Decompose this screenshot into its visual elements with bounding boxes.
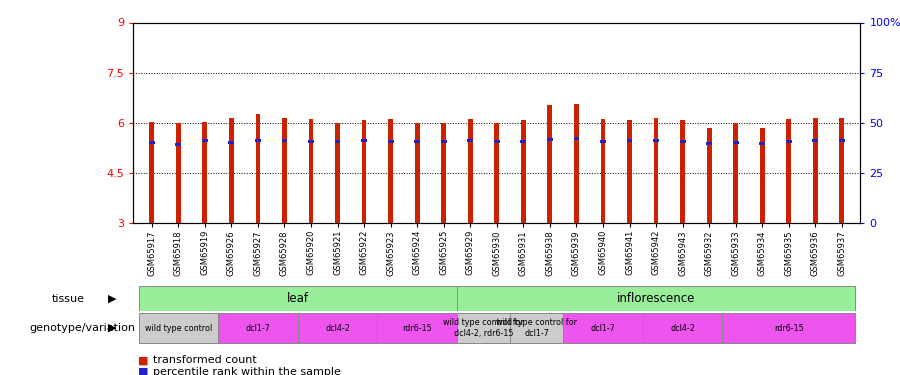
Text: wild type control for
dcl1-7: wild type control for dcl1-7 <box>496 318 577 338</box>
Bar <box>282 118 287 223</box>
Bar <box>308 140 314 143</box>
Bar <box>840 118 844 223</box>
Bar <box>574 104 579 223</box>
Bar <box>309 120 313 223</box>
Text: ■: ■ <box>138 367 148 375</box>
Bar <box>706 128 712 223</box>
Bar <box>787 120 791 223</box>
Text: tissue: tissue <box>52 294 86 303</box>
Text: leaf: leaf <box>287 292 309 305</box>
Bar <box>377 314 457 343</box>
Bar <box>298 314 377 343</box>
Bar <box>335 123 340 223</box>
Bar <box>600 120 606 223</box>
Bar <box>723 314 855 343</box>
Text: wild type control: wild type control <box>145 324 212 333</box>
Text: dcl4-2: dcl4-2 <box>670 324 695 333</box>
Text: dcl4-2: dcl4-2 <box>325 324 350 333</box>
Bar <box>627 120 632 223</box>
Bar <box>510 314 563 343</box>
Bar <box>388 120 393 223</box>
Text: ■: ■ <box>138 356 148 365</box>
Bar <box>573 137 580 140</box>
Text: rdr6-15: rdr6-15 <box>402 324 432 333</box>
Text: transformed count: transformed count <box>153 356 256 365</box>
Bar <box>813 118 818 223</box>
Bar <box>457 286 855 311</box>
Bar <box>149 123 154 223</box>
Text: rdr6-15: rdr6-15 <box>774 324 804 333</box>
Bar <box>468 120 472 223</box>
Bar <box>256 114 260 223</box>
Bar <box>494 140 500 143</box>
Bar <box>457 314 510 343</box>
Bar <box>626 140 633 142</box>
Bar <box>202 122 207 223</box>
Bar <box>760 128 765 223</box>
Bar <box>335 140 340 143</box>
Bar <box>521 120 526 223</box>
Bar <box>600 140 606 143</box>
Bar <box>733 141 739 144</box>
Bar <box>415 123 419 223</box>
Bar <box>563 314 643 343</box>
Bar <box>457 286 483 311</box>
Text: ▶: ▶ <box>108 323 116 333</box>
Bar <box>653 139 659 142</box>
Bar <box>441 123 446 223</box>
Bar <box>813 139 818 142</box>
Bar <box>229 118 234 223</box>
Text: inflorescence: inflorescence <box>616 292 695 305</box>
Text: genotype/variation: genotype/variation <box>30 323 136 333</box>
Bar <box>547 105 553 223</box>
Bar <box>202 139 208 142</box>
Bar <box>148 141 155 144</box>
Bar <box>229 141 234 144</box>
Bar <box>680 140 686 143</box>
Bar <box>467 140 473 142</box>
Bar <box>282 140 287 142</box>
Bar <box>760 142 765 145</box>
Bar <box>176 143 181 146</box>
Bar <box>680 120 685 223</box>
Bar <box>547 138 553 141</box>
Bar <box>643 314 723 343</box>
Bar <box>139 286 457 311</box>
Bar <box>176 123 181 223</box>
Bar <box>653 118 659 223</box>
Bar <box>139 314 218 343</box>
Text: dcl1-7: dcl1-7 <box>246 324 270 333</box>
Bar <box>218 314 298 343</box>
Text: percentile rank within the sample: percentile rank within the sample <box>153 367 341 375</box>
Text: wild type control for
dcl4-2, rdr6-15: wild type control for dcl4-2, rdr6-15 <box>443 318 524 338</box>
Bar <box>362 120 366 223</box>
Bar <box>734 123 738 223</box>
Bar <box>255 139 261 142</box>
Bar <box>706 142 712 145</box>
Bar <box>441 140 446 143</box>
Bar <box>786 140 792 143</box>
Bar <box>414 140 420 143</box>
Text: dcl1-7: dcl1-7 <box>590 324 616 333</box>
Bar <box>494 123 500 223</box>
Bar <box>388 140 393 143</box>
Bar <box>839 139 845 142</box>
Text: ▶: ▶ <box>108 294 116 303</box>
Bar <box>361 140 367 142</box>
Bar <box>520 140 526 143</box>
